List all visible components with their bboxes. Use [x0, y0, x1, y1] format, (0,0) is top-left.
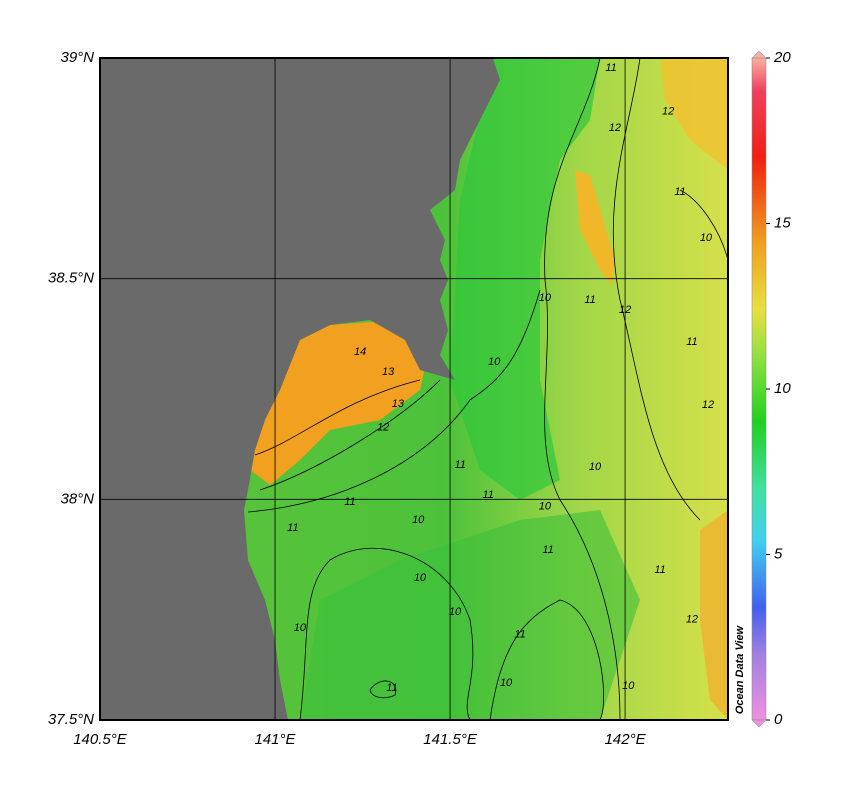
- contour-label: 11: [386, 682, 397, 694]
- colorbar-cap: [751, 719, 767, 728]
- y-tick-label: 37.5°N: [48, 711, 94, 728]
- cool-water: [300, 510, 640, 720]
- contour-label: 11: [605, 62, 616, 74]
- colorbar-tick-label: 10: [774, 380, 791, 397]
- contour-label: 12: [619, 304, 631, 316]
- contour-label: 12: [662, 106, 674, 118]
- contour-label: 10: [539, 501, 552, 513]
- contour-label: 13: [392, 398, 405, 410]
- contour-label: 10: [414, 572, 427, 584]
- colorbar-tick-label: 5: [774, 545, 783, 562]
- warm-water: [250, 320, 430, 485]
- land: [100, 58, 500, 720]
- warm-water: [660, 58, 728, 170]
- y-tick-label: 38.5°N: [48, 270, 94, 287]
- contour-lines: [247, 58, 728, 720]
- x-tick-label: 141.5°E: [423, 731, 478, 748]
- contour-label: 11: [287, 522, 298, 534]
- contour-label: 10: [589, 461, 602, 473]
- contour-label: 10: [539, 292, 552, 304]
- contour-label: 11: [584, 294, 595, 306]
- colorbar-tick-label: 15: [774, 214, 791, 231]
- contour-label: 11: [674, 186, 685, 198]
- contour-label: 11: [542, 544, 553, 556]
- map-area: [100, 58, 728, 720]
- contour-label: 13: [382, 366, 395, 378]
- contour-label: 11: [344, 496, 355, 508]
- contour-label: 14: [354, 346, 366, 358]
- colorbar-cap: [751, 50, 767, 59]
- contour-label: 10: [294, 622, 307, 634]
- contour-label: 12: [702, 399, 714, 411]
- contour-label: 10: [449, 606, 462, 618]
- contour-label: 11: [654, 564, 665, 576]
- contour-label: 11: [454, 459, 465, 471]
- x-tick-label: 140.5°E: [73, 731, 128, 748]
- contour-label: 11: [483, 489, 494, 501]
- colorbar-tick-label: 20: [773, 49, 791, 66]
- x-tick-label: 141°E: [255, 731, 297, 748]
- warm-water: [700, 510, 728, 720]
- x-tick-label: 142°E: [605, 731, 647, 748]
- colorbar-tick-label: 0: [774, 711, 783, 728]
- contour-label: 10: [488, 356, 501, 368]
- y-tick-label: 38°N: [60, 490, 94, 507]
- contour-label: 12: [609, 122, 621, 134]
- contour-label: 10: [500, 677, 513, 689]
- contour-label: 12: [377, 422, 389, 434]
- contour-label: 10: [700, 232, 713, 244]
- contour-label: 11: [686, 336, 697, 348]
- contour-label: 10: [622, 680, 635, 692]
- colorbar: [751, 57, 767, 721]
- credit: Ocean Data View: [734, 624, 746, 714]
- y-tick-label: 39°N: [60, 49, 94, 66]
- contour-label: 11: [514, 629, 525, 641]
- contour-label: 12: [686, 614, 698, 626]
- contour-label: 10: [412, 514, 425, 526]
- warm-water: [575, 170, 615, 285]
